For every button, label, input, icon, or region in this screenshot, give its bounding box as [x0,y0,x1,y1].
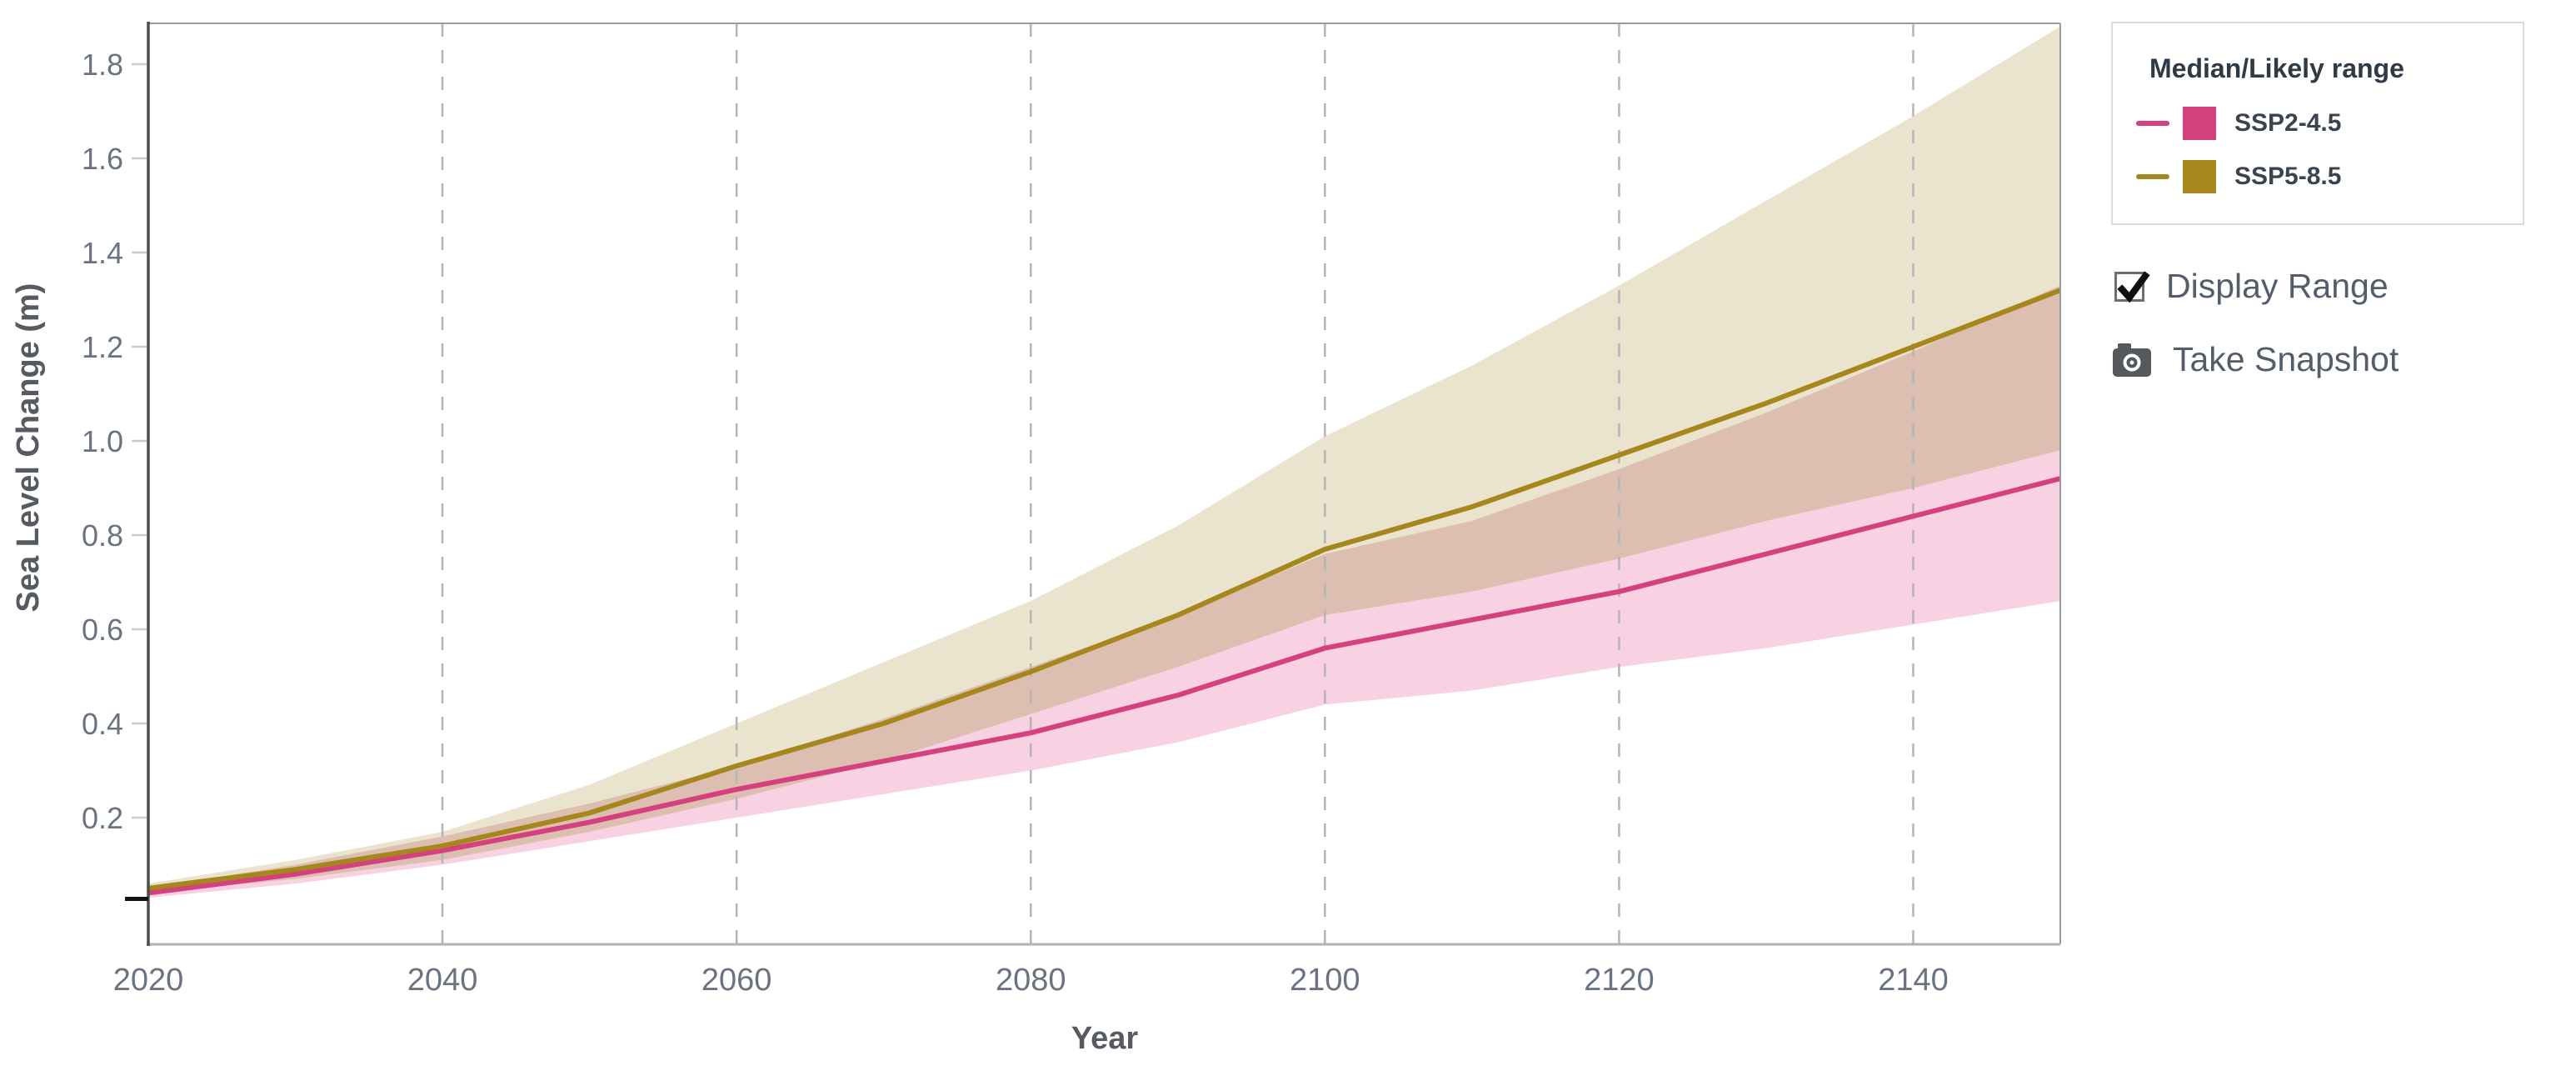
take-snapshot-button[interactable]: Take Snapshot [2113,340,2399,379]
x-tick-label: 2060 [701,963,772,998]
y-tick-label: 0.8 [82,518,123,553]
display-range-control[interactable]: Display Range [2114,267,2389,306]
y-tick-label: 1.2 [82,330,123,364]
y-axis-title: Sea Level Change (m) [11,283,46,613]
likely-range-bands [148,26,2060,898]
x-tick-label: 2100 [1290,963,1360,998]
x-tick-label: 2120 [1584,963,1655,998]
take-snapshot-label: Take Snapshot [2173,340,2399,378]
x-tick-label: 2080 [996,963,1066,998]
median-line-SSP2-4.5 [147,476,2061,896]
ssp5-85-band-swatch [2183,160,2216,193]
x-axis-title: Year [1071,1021,1139,1056]
x-tick-label: 2020 [113,963,184,998]
y-tick-label: 0.4 [82,707,123,741]
legend-box: Median/Likely range SSP2-4.5 SSP5-8.5 [2111,22,2524,225]
legend-item-label: SSP5-8.5 [2234,163,2342,190]
ssp2-45-band-swatch [2183,107,2216,140]
display-range-label: Display Range [2166,267,2389,305]
display-range-checkbox[interactable] [2114,270,2150,303]
legend-title: Median/Likely range [2149,53,2404,83]
y-tick-label: 0.2 [82,801,123,835]
legend-item-ssp2-45: SSP2-4.5 [2136,106,2523,141]
legend-item-label: SSP2-4.5 [2234,109,2342,137]
x-tick-label: 2040 [407,963,478,998]
y-tick-label: 1.4 [82,236,123,270]
camera-icon [2113,343,2151,377]
median-lines [147,288,2062,896]
median-line-SSP5-8.5 [147,288,2062,891]
legend-item-ssp5-85: SSP5-8.5 [2136,159,2523,194]
ssp2-45-line-swatch [2136,121,2169,126]
checkmark-icon [2117,270,2150,303]
tick-labels: 0.2 0.4 0.6 0.8 1.0 1.2 1.4 1.6 1.8 2020 2040 2060 2… [82,48,1949,998]
band-SSP2-4.5 [148,285,2060,898]
series-start-tick [125,897,148,901]
y-tick-label: 1.8 [82,48,123,82]
gridlines [441,23,1915,944]
y-tick-label: 1.6 [82,142,123,176]
x-tick-label: 2140 [1878,963,1949,998]
ssp5-85-line-swatch [2136,174,2169,179]
y-tick-label: 0.6 [82,613,123,647]
y-tick-label: 1.0 [82,424,123,458]
